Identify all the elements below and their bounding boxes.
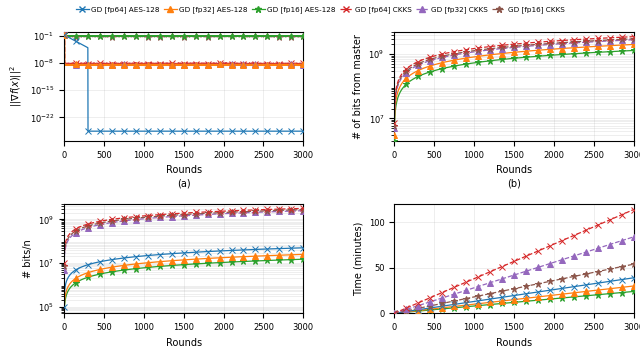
X-axis label: Rounds: Rounds xyxy=(166,338,202,347)
X-axis label: Rounds: Rounds xyxy=(496,165,532,175)
Y-axis label: # of bits from master: # of bits from master xyxy=(353,34,363,139)
Text: (b): (b) xyxy=(507,179,521,189)
Legend: GD [fp64] AES-128, GD [fp32] AES-128, GD [fp16] AES-128, GD [fp64] CKKS, GD [fp3: GD [fp64] AES-128, GD [fp32] AES-128, GD… xyxy=(73,4,567,16)
Y-axis label: Time (minutes): Time (minutes) xyxy=(353,221,364,296)
Y-axis label: # bits/n: # bits/n xyxy=(22,239,33,278)
Y-axis label: $||\nabla f(x)||^2$: $||\nabla f(x)||^2$ xyxy=(8,65,24,107)
Text: (c): (c) xyxy=(177,351,190,352)
X-axis label: Rounds: Rounds xyxy=(496,338,532,347)
Text: (d): (d) xyxy=(507,351,521,352)
Text: (a): (a) xyxy=(177,179,191,189)
X-axis label: Rounds: Rounds xyxy=(166,165,202,175)
